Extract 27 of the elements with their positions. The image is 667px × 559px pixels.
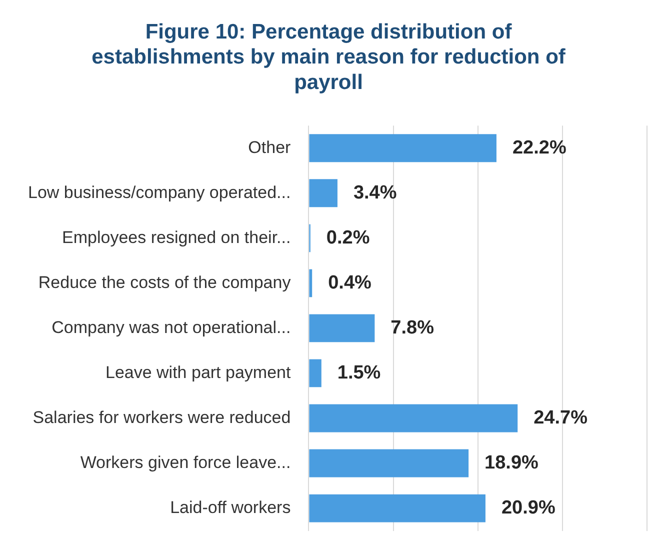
data-label: 0.2% bbox=[326, 227, 370, 248]
chart-title: Figure 10: Percentage distribution of establishments by main reason for reduction of payroll bbox=[92, 20, 566, 94]
y-tick-label: Leave with part payment bbox=[105, 362, 291, 382]
data-label: 3.4% bbox=[353, 182, 397, 204]
y-tick-label: Laid-off workers bbox=[170, 498, 291, 517]
data-label: 20.9% bbox=[501, 498, 556, 519]
y-tick-label: Company was not operational... bbox=[52, 318, 291, 337]
data-label: 1.5% bbox=[337, 362, 381, 384]
y-tick-label: Other bbox=[248, 138, 292, 157]
bar bbox=[309, 134, 496, 162]
data-label: 22.2% bbox=[512, 137, 566, 158]
bar bbox=[309, 314, 375, 342]
y-tick-label: Low business/company operated... bbox=[28, 182, 291, 202]
bar bbox=[309, 179, 338, 208]
bar bbox=[309, 359, 322, 388]
data-label: 7.8% bbox=[390, 317, 434, 338]
y-tick-label: Workers given force leave... bbox=[80, 452, 291, 472]
bar bbox=[309, 494, 486, 522]
bar bbox=[309, 269, 312, 298]
data-label: 0.4% bbox=[328, 272, 372, 294]
data-label: 18.9% bbox=[484, 452, 539, 474]
bar bbox=[309, 404, 518, 432]
y-tick-label: Reduce the costs of the company bbox=[38, 272, 292, 292]
y-tick-label: Employees resigned on their... bbox=[62, 228, 291, 247]
y-tick-label: Salaries for workers were reduced bbox=[32, 408, 291, 427]
bar bbox=[309, 449, 469, 478]
data-label: 24.7% bbox=[534, 407, 588, 428]
